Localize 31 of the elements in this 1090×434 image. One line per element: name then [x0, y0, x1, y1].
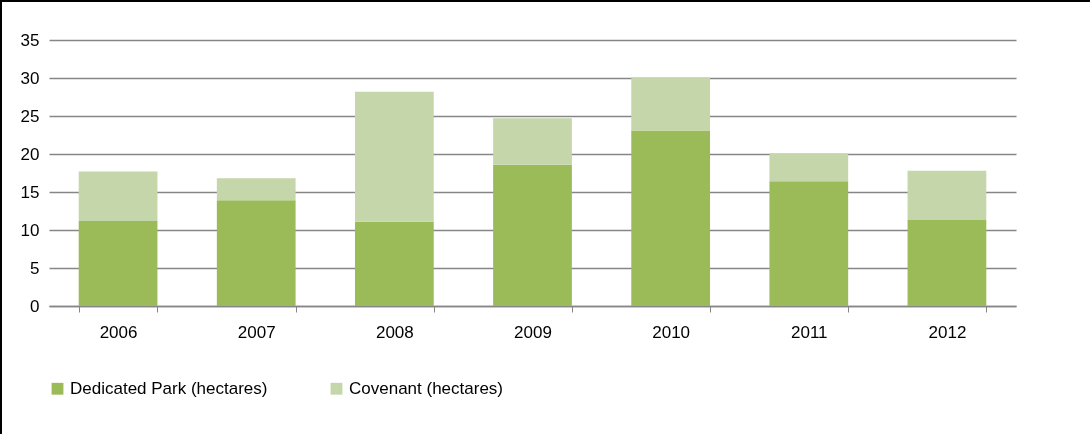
legend-label: Dedicated Park (hectares) [70, 378, 268, 398]
bar [631, 77, 711, 131]
bar [493, 118, 572, 165]
x-tick-label: 2007 [237, 322, 276, 342]
bar [216, 200, 296, 306]
y-tick-label: 30 [20, 68, 40, 88]
y-tick-label: 20 [20, 144, 40, 164]
bar [78, 171, 158, 221]
y-tick-label: 10 [20, 220, 40, 240]
y-tick-label: 5 [30, 258, 40, 278]
bar [631, 130, 711, 306]
bar [907, 170, 987, 221]
x-tick-label: 2012 [928, 322, 967, 342]
bar [354, 221, 434, 306]
y-tick-label: 35 [20, 30, 40, 50]
legend-label: Covenant (hectares) [349, 378, 504, 398]
bar [354, 91, 434, 222]
y-tick-label: 15 [20, 182, 40, 202]
x-tick-label: 2011 [791, 322, 828, 342]
bar [769, 181, 849, 306]
bar [769, 153, 849, 182]
y-tick-label: 0 [30, 296, 40, 316]
y-tick-label: 25 [20, 106, 40, 126]
bar [216, 178, 296, 201]
x-tick-label: 2009 [514, 322, 552, 342]
bar [907, 220, 987, 306]
x-tick-label: 2010 [652, 322, 691, 342]
bar [78, 220, 158, 306]
x-tick-label: 2008 [375, 322, 414, 342]
x-tick-label: 2006 [99, 322, 138, 342]
bar [493, 164, 572, 306]
